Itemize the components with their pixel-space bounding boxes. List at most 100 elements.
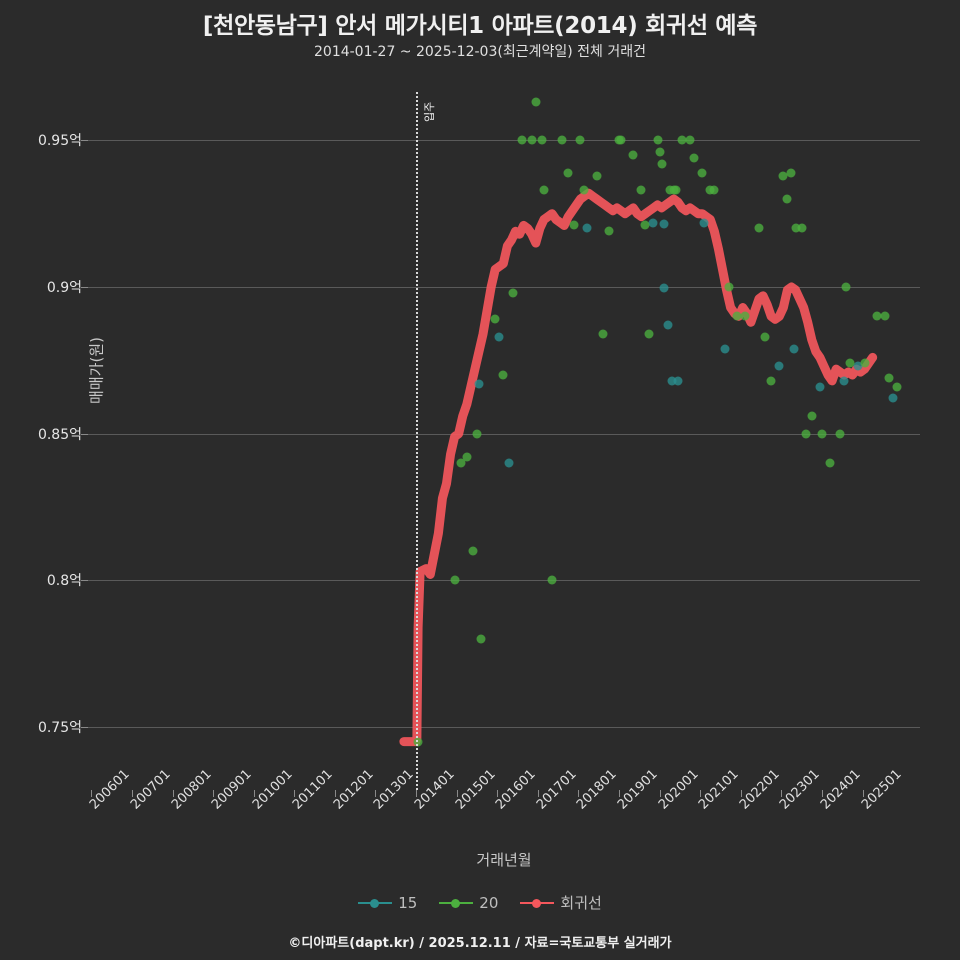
scatter-point-20[interactable]	[644, 329, 654, 339]
scatter-point-20[interactable]	[782, 194, 792, 204]
scatter-point-15[interactable]	[659, 283, 669, 293]
scatter-point-20[interactable]	[884, 373, 894, 383]
scatter-point-15[interactable]	[720, 344, 729, 354]
scatter-point-20[interactable]	[797, 223, 807, 233]
scatter-point-15[interactable]	[888, 393, 898, 403]
scatter-point-20[interactable]	[786, 168, 796, 178]
scatter-point-15[interactable]	[699, 218, 709, 227]
scatter-point-20[interactable]	[517, 135, 527, 145]
scatter-point-20[interactable]	[754, 223, 764, 233]
scatter-point-20[interactable]	[845, 358, 855, 368]
scatter-point-20[interactable]	[476, 634, 486, 644]
scatter-point-15[interactable]	[504, 458, 514, 468]
scatter-point-20[interactable]	[563, 168, 573, 178]
scatter-point-20[interactable]	[872, 311, 882, 321]
x-tick-mark	[172, 790, 174, 797]
plot-area[interactable]: 매매가(원) 거래년월 0.75억 0.8억 0.85억 0.9억 0.95억 2006…	[38, 92, 920, 869]
scatter-point-20[interactable]	[531, 97, 541, 107]
scatter-point-20[interactable]	[766, 376, 776, 386]
scatter-point-15[interactable]	[853, 361, 863, 371]
scatter-point-20[interactable]	[413, 737, 423, 747]
x-tick-mark	[578, 790, 580, 797]
scatter-point-20[interactable]	[450, 575, 460, 585]
scatter-point-20[interactable]	[498, 370, 508, 380]
scatter-point-20[interactable]	[653, 135, 663, 145]
scatter-point-20[interactable]	[671, 185, 681, 195]
scatter-point-20[interactable]	[537, 135, 547, 145]
scatter-point-20[interactable]	[801, 429, 811, 439]
scatter-point-15[interactable]	[673, 376, 683, 386]
scatter-point-20[interactable]	[709, 185, 719, 195]
scatter-point-15[interactable]	[815, 382, 825, 392]
scatter-point-15[interactable]	[663, 320, 673, 330]
scatter-point-20[interactable]	[697, 168, 707, 178]
scatter-point-20[interactable]	[604, 226, 614, 236]
scatter-point-15[interactable]	[582, 223, 592, 233]
x-tick-mark	[821, 790, 823, 797]
scatter-point-20[interactable]	[527, 135, 537, 145]
scatter-point-20[interactable]	[616, 135, 626, 145]
scatter-point-20[interactable]	[456, 458, 466, 468]
scatter-point-15[interactable]	[774, 361, 784, 371]
chart-legend[interactable]: 15 20 회귀선	[0, 892, 960, 913]
y-tick-mark	[81, 287, 88, 289]
y-tick-mark	[81, 726, 88, 728]
scatter-point-20[interactable]	[575, 135, 585, 145]
scatter-point-15[interactable]	[474, 379, 484, 389]
scatter-point-20[interactable]	[685, 135, 695, 145]
x-tick-mark	[497, 790, 499, 797]
scatter-point-20[interactable]	[825, 458, 835, 468]
legend-item-20[interactable]: 20	[439, 894, 498, 912]
scatter-point-15[interactable]	[648, 218, 658, 227]
scatter-point-20[interactable]	[628, 150, 638, 160]
legend-label: 15	[398, 893, 418, 912]
scatter-point-20[interactable]	[640, 220, 650, 230]
scatter-point-20[interactable]	[835, 429, 845, 439]
scatter-point-20[interactable]	[598, 329, 608, 339]
scatter-point-20[interactable]	[472, 429, 482, 439]
scatter-point-20[interactable]	[655, 147, 665, 157]
legend-label: 회귀선	[560, 894, 602, 912]
legend-item-15[interactable]: 15	[358, 894, 417, 912]
legend-item-회귀선[interactable]: 회귀선	[520, 892, 602, 913]
x-tick-mark	[700, 790, 702, 797]
scatter-point-20[interactable]	[508, 288, 518, 298]
scatter-point-15[interactable]	[789, 344, 798, 354]
scatter-point-20[interactable]	[892, 382, 902, 392]
scatter-point-20[interactable]	[462, 452, 472, 462]
x-tick-mark	[659, 790, 661, 797]
scatter-point-15[interactable]	[667, 376, 677, 386]
scatter-point-20[interactable]	[636, 185, 646, 195]
scatter-point-20[interactable]	[592, 171, 602, 181]
scatter-point-20[interactable]	[539, 185, 549, 195]
scatter-point-20[interactable]	[732, 311, 742, 321]
scatter-point-20[interactable]	[807, 411, 817, 421]
chart-footer: ©디아파트(dapt.kr) / 2025.12.11 / 자료=국토교통부 실…	[288, 936, 672, 951]
scatter-point-20[interactable]	[760, 332, 770, 342]
scatter-point-20[interactable]	[579, 185, 589, 195]
scatter-point-20[interactable]	[841, 282, 851, 292]
scatter-point-20[interactable]	[657, 159, 667, 169]
scatter-point-15[interactable]	[839, 376, 849, 386]
gridline-y	[88, 287, 920, 289]
scatter-point-20[interactable]	[817, 429, 827, 439]
scatter-point-20[interactable]	[677, 135, 687, 145]
scatter-point-20[interactable]	[860, 358, 870, 368]
scatter-point-20[interactable]	[490, 314, 500, 324]
scatter-point-20[interactable]	[557, 135, 567, 145]
x-tick-mark	[537, 790, 539, 797]
scatter-point-20[interactable]	[689, 153, 699, 163]
scatter-point-20[interactable]	[569, 220, 579, 230]
y-tick-mark	[81, 140, 88, 142]
scatter-point-20[interactable]	[880, 311, 890, 321]
scatter-point-20[interactable]	[740, 311, 750, 321]
scatter-point-15[interactable]	[659, 219, 669, 229]
scatter-point-20[interactable]	[547, 575, 557, 585]
scatter-point-20[interactable]	[724, 282, 734, 292]
scatter-point-20[interactable]	[468, 546, 478, 556]
scatter-point-20[interactable]	[791, 223, 801, 233]
gridline-y	[88, 726, 920, 728]
scatter-point-15[interactable]	[494, 332, 504, 342]
scatter-point-20[interactable]	[778, 171, 788, 181]
